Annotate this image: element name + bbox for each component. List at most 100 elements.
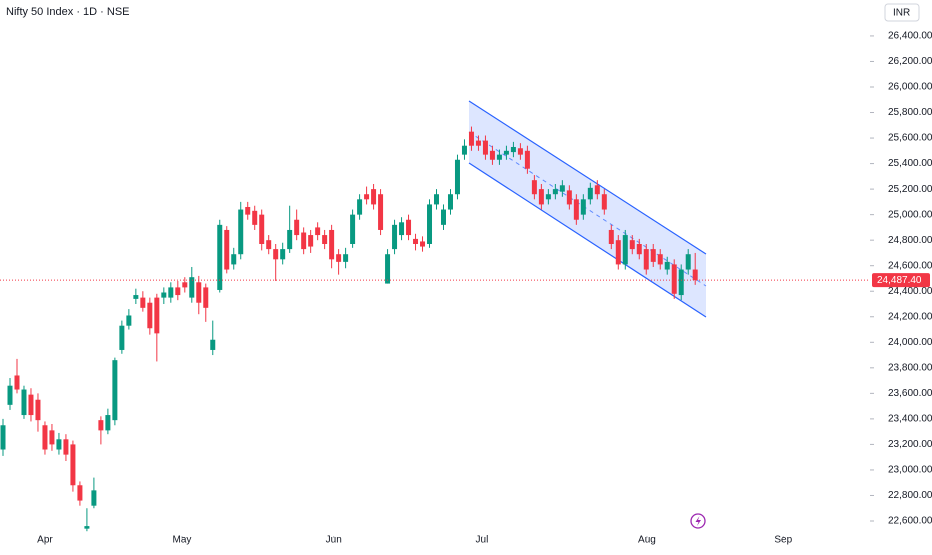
y-tick-label: 25,800.00	[888, 107, 932, 118]
candle-body	[203, 287, 209, 308]
candle-body	[552, 189, 558, 195]
y-tick-label: 24,200.00	[888, 311, 932, 322]
candle-body	[566, 190, 572, 205]
y-tick-label: 24,800.00	[888, 235, 932, 246]
candle-body	[231, 254, 237, 265]
y-tick-label: 24,600.00	[888, 260, 932, 271]
y-tick-label: 22,600.00	[888, 516, 932, 527]
candle-body	[7, 385, 13, 405]
candle-body	[496, 154, 502, 160]
candle-body	[531, 180, 537, 195]
y-tick-label: 26,200.00	[888, 56, 932, 67]
candle-body	[287, 229, 293, 250]
candle-body	[238, 209, 244, 255]
candle-body	[84, 526, 90, 529]
candle-body	[594, 185, 600, 195]
candle-body	[608, 229, 614, 245]
candle-body	[629, 240, 635, 250]
candle-body	[378, 194, 384, 230]
x-tick-label: Sep	[774, 535, 792, 546]
lightning-icon[interactable]	[690, 513, 706, 529]
candle-body	[56, 439, 62, 450]
candle-body	[664, 261, 670, 270]
candle-body	[133, 295, 139, 299]
candle-body	[385, 254, 391, 284]
candle-body	[210, 339, 216, 350]
currency-label: INR	[893, 8, 910, 19]
candle-body	[413, 238, 419, 245]
candle-body	[392, 224, 398, 250]
x-tick-label: Jun	[326, 535, 342, 546]
candle-body	[77, 485, 83, 501]
last-price-label: 24,487.40	[877, 275, 922, 286]
candle-body	[461, 145, 467, 155]
candle-body	[182, 282, 188, 288]
candle-body	[406, 219, 412, 236]
candle-body	[559, 185, 565, 192]
y-tick-label: 25,400.00	[888, 158, 932, 169]
candle-body	[622, 235, 628, 265]
candle-body	[482, 140, 488, 155]
candle-body	[119, 325, 125, 350]
y-tick-label: 23,800.00	[888, 362, 932, 373]
candle-body	[168, 287, 174, 298]
candle-body	[140, 297, 146, 308]
candle-body	[28, 394, 34, 416]
candle-body	[692, 269, 698, 281]
candle-body	[105, 415, 111, 431]
candle-body	[252, 210, 258, 225]
candle-body	[154, 297, 160, 334]
candle-body	[35, 399, 41, 421]
candle-body	[434, 194, 440, 205]
candle-body	[245, 206, 251, 215]
candles	[0, 126, 698, 532]
y-tick-label: 25,000.00	[888, 209, 932, 220]
candle-body	[447, 194, 453, 210]
candle-body	[21, 389, 27, 416]
candle-body	[524, 150, 530, 169]
y-tick-label: 24,400.00	[888, 286, 932, 297]
candle-body	[42, 425, 48, 450]
candle-body	[224, 229, 230, 270]
chart-title: Nifty 50 Index · 1D · NSE	[6, 6, 130, 18]
y-tick-label: 22,800.00	[888, 490, 932, 501]
candle-body	[14, 375, 20, 390]
candle-body	[510, 146, 516, 153]
candle-body	[294, 219, 300, 236]
candle-body	[489, 150, 495, 160]
candle-body	[650, 249, 656, 262]
candle-body	[175, 287, 181, 296]
y-tick-label: 25,600.00	[888, 133, 932, 144]
candle-body	[343, 254, 349, 262]
candle-body	[336, 254, 342, 262]
candle-body	[538, 189, 544, 205]
candle-body	[364, 194, 370, 200]
candle-body	[189, 277, 195, 298]
channel-upper	[468, 100, 707, 255]
y-tick-label: 23,200.00	[888, 439, 932, 450]
currency-box[interactable]	[884, 3, 920, 22]
candle-body	[440, 209, 446, 225]
candle-body	[420, 241, 426, 247]
candle-body	[587, 187, 593, 200]
candle-body	[217, 224, 223, 290]
candle-body	[49, 430, 55, 445]
candle-body	[615, 240, 621, 265]
y-tick-label: 23,000.00	[888, 465, 932, 476]
candle-body	[196, 282, 202, 303]
candle-body	[273, 249, 279, 260]
candle-body	[643, 249, 649, 270]
x-tick-label: Jul	[476, 535, 489, 546]
candle-body	[161, 292, 167, 298]
y-tick-label: 23,600.00	[888, 388, 932, 399]
candle-body	[468, 131, 474, 146]
candle-body	[0, 425, 6, 450]
candle-body	[70, 444, 76, 486]
candle-body	[112, 360, 118, 421]
candle-body	[315, 227, 321, 236]
candle-body	[266, 240, 272, 250]
candle-body	[399, 222, 405, 236]
channel-middle	[468, 131, 707, 287]
